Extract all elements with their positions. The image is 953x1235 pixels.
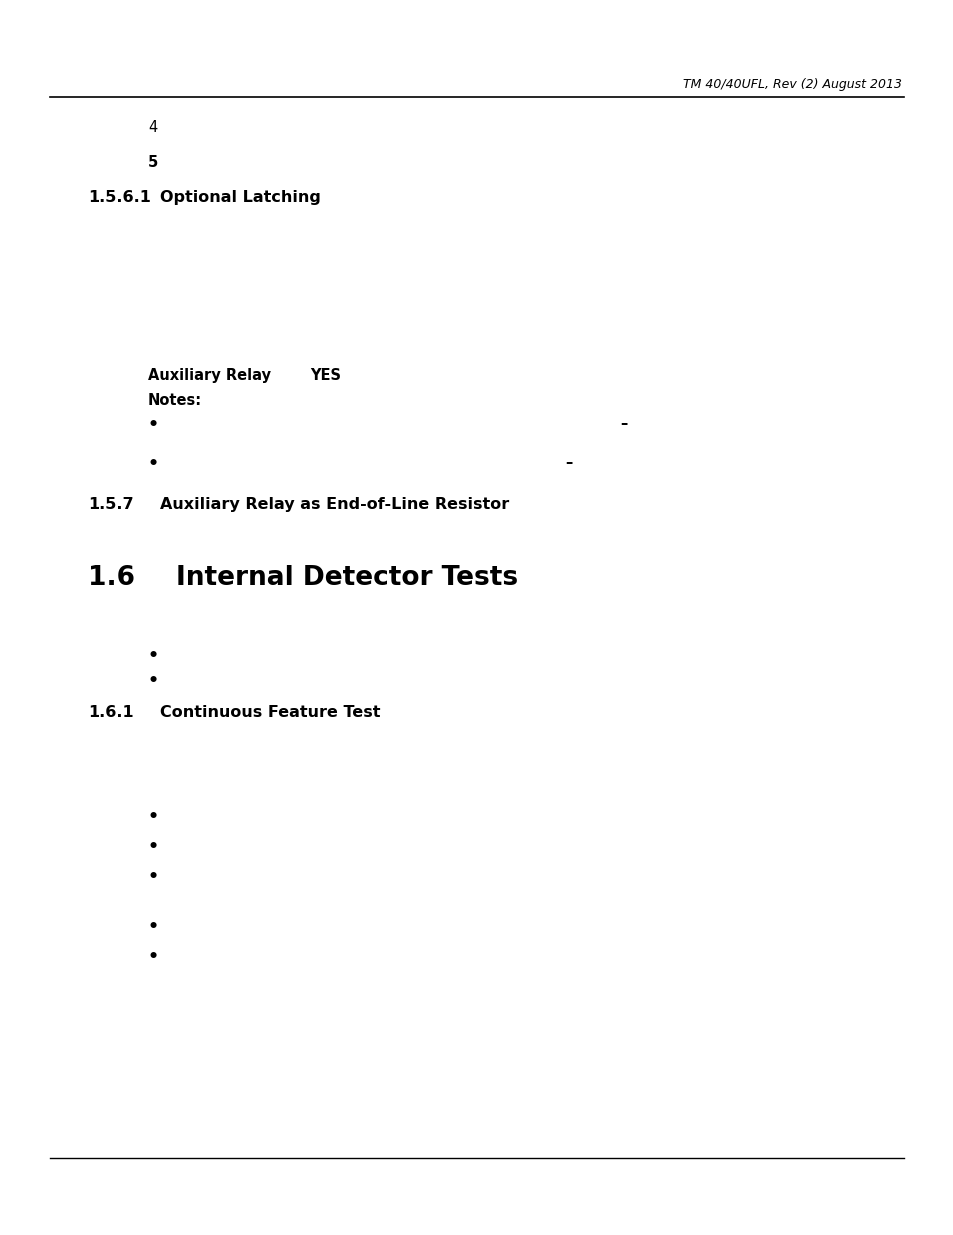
Text: •: • (148, 839, 159, 856)
Text: 1.5.7: 1.5.7 (88, 496, 133, 513)
Text: •: • (148, 948, 159, 966)
Text: 1.5.6.1: 1.5.6.1 (88, 190, 151, 205)
Text: •: • (148, 454, 159, 473)
Text: Continuous Feature Test: Continuous Feature Test (160, 705, 380, 720)
Text: TM 40/40UFL, Rev (2) August 2013: TM 40/40UFL, Rev (2) August 2013 (682, 78, 901, 91)
Text: –: – (564, 454, 572, 471)
Text: –: – (619, 416, 626, 431)
Text: •: • (148, 918, 159, 936)
Text: •: • (148, 808, 159, 826)
Text: Optional Latching: Optional Latching (160, 190, 320, 205)
Text: 1.6.1: 1.6.1 (88, 705, 133, 720)
Text: •: • (148, 416, 159, 433)
Text: 4: 4 (148, 120, 157, 135)
Text: •: • (148, 868, 159, 885)
Text: Notes:: Notes: (148, 393, 202, 408)
Text: •: • (148, 647, 159, 664)
Text: Internal Detector Tests: Internal Detector Tests (175, 564, 517, 592)
Text: Auxiliary Relay as End-of-Line Resistor: Auxiliary Relay as End-of-Line Resistor (160, 496, 509, 513)
Text: 1.6: 1.6 (88, 564, 135, 592)
Text: YES: YES (310, 368, 340, 383)
Text: Auxiliary Relay: Auxiliary Relay (148, 368, 271, 383)
Text: •: • (148, 672, 159, 690)
Text: 5: 5 (148, 156, 158, 170)
